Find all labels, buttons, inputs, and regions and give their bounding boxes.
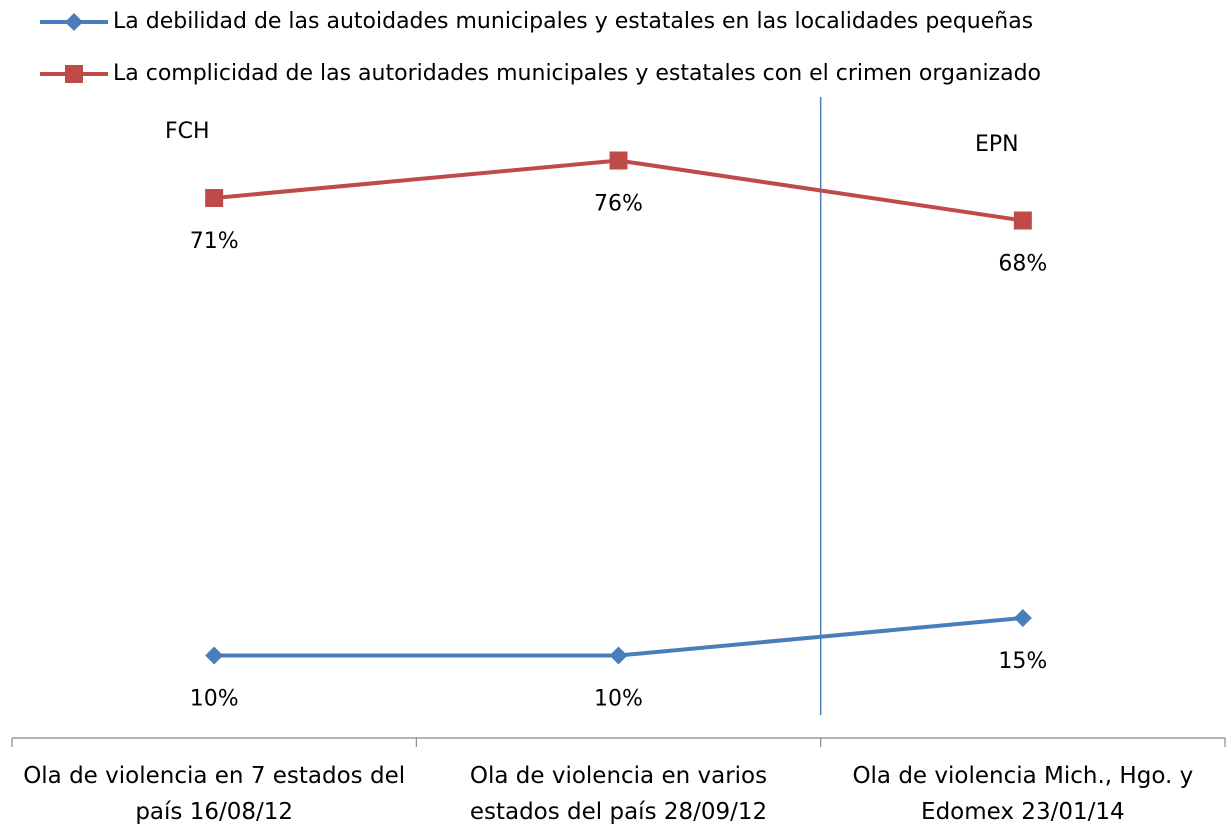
x-tick-label: Ola de violencia en 7 estados del país 1… (23, 763, 406, 825)
data-point (205, 646, 224, 665)
legend-label: La complicidad de las autoridades munici… (113, 61, 1041, 86)
legend-label: La debilidad de las autoidades municipal… (113, 9, 1033, 34)
data-label: 15% (998, 649, 1047, 674)
data-label: 76% (594, 192, 643, 217)
data-label: 71% (190, 229, 239, 254)
data-label: 10% (594, 687, 643, 712)
data-label: 10% (190, 687, 239, 712)
annotation: FCH (165, 119, 210, 144)
data-point (1013, 609, 1032, 627)
annotation: EPN (975, 132, 1019, 157)
data-point (205, 189, 224, 207)
legend-marker (65, 13, 83, 31)
x-tick-label: Ola de violencia en varios estados del p… (469, 763, 768, 825)
data-point (609, 151, 628, 170)
data-point (1013, 211, 1032, 230)
x-tick-label: Ola de violencia Mich., Hgo. y Edomex 23… (852, 763, 1194, 825)
data-label: 68% (998, 252, 1047, 277)
legend-marker (65, 65, 83, 83)
data-point (609, 646, 628, 665)
